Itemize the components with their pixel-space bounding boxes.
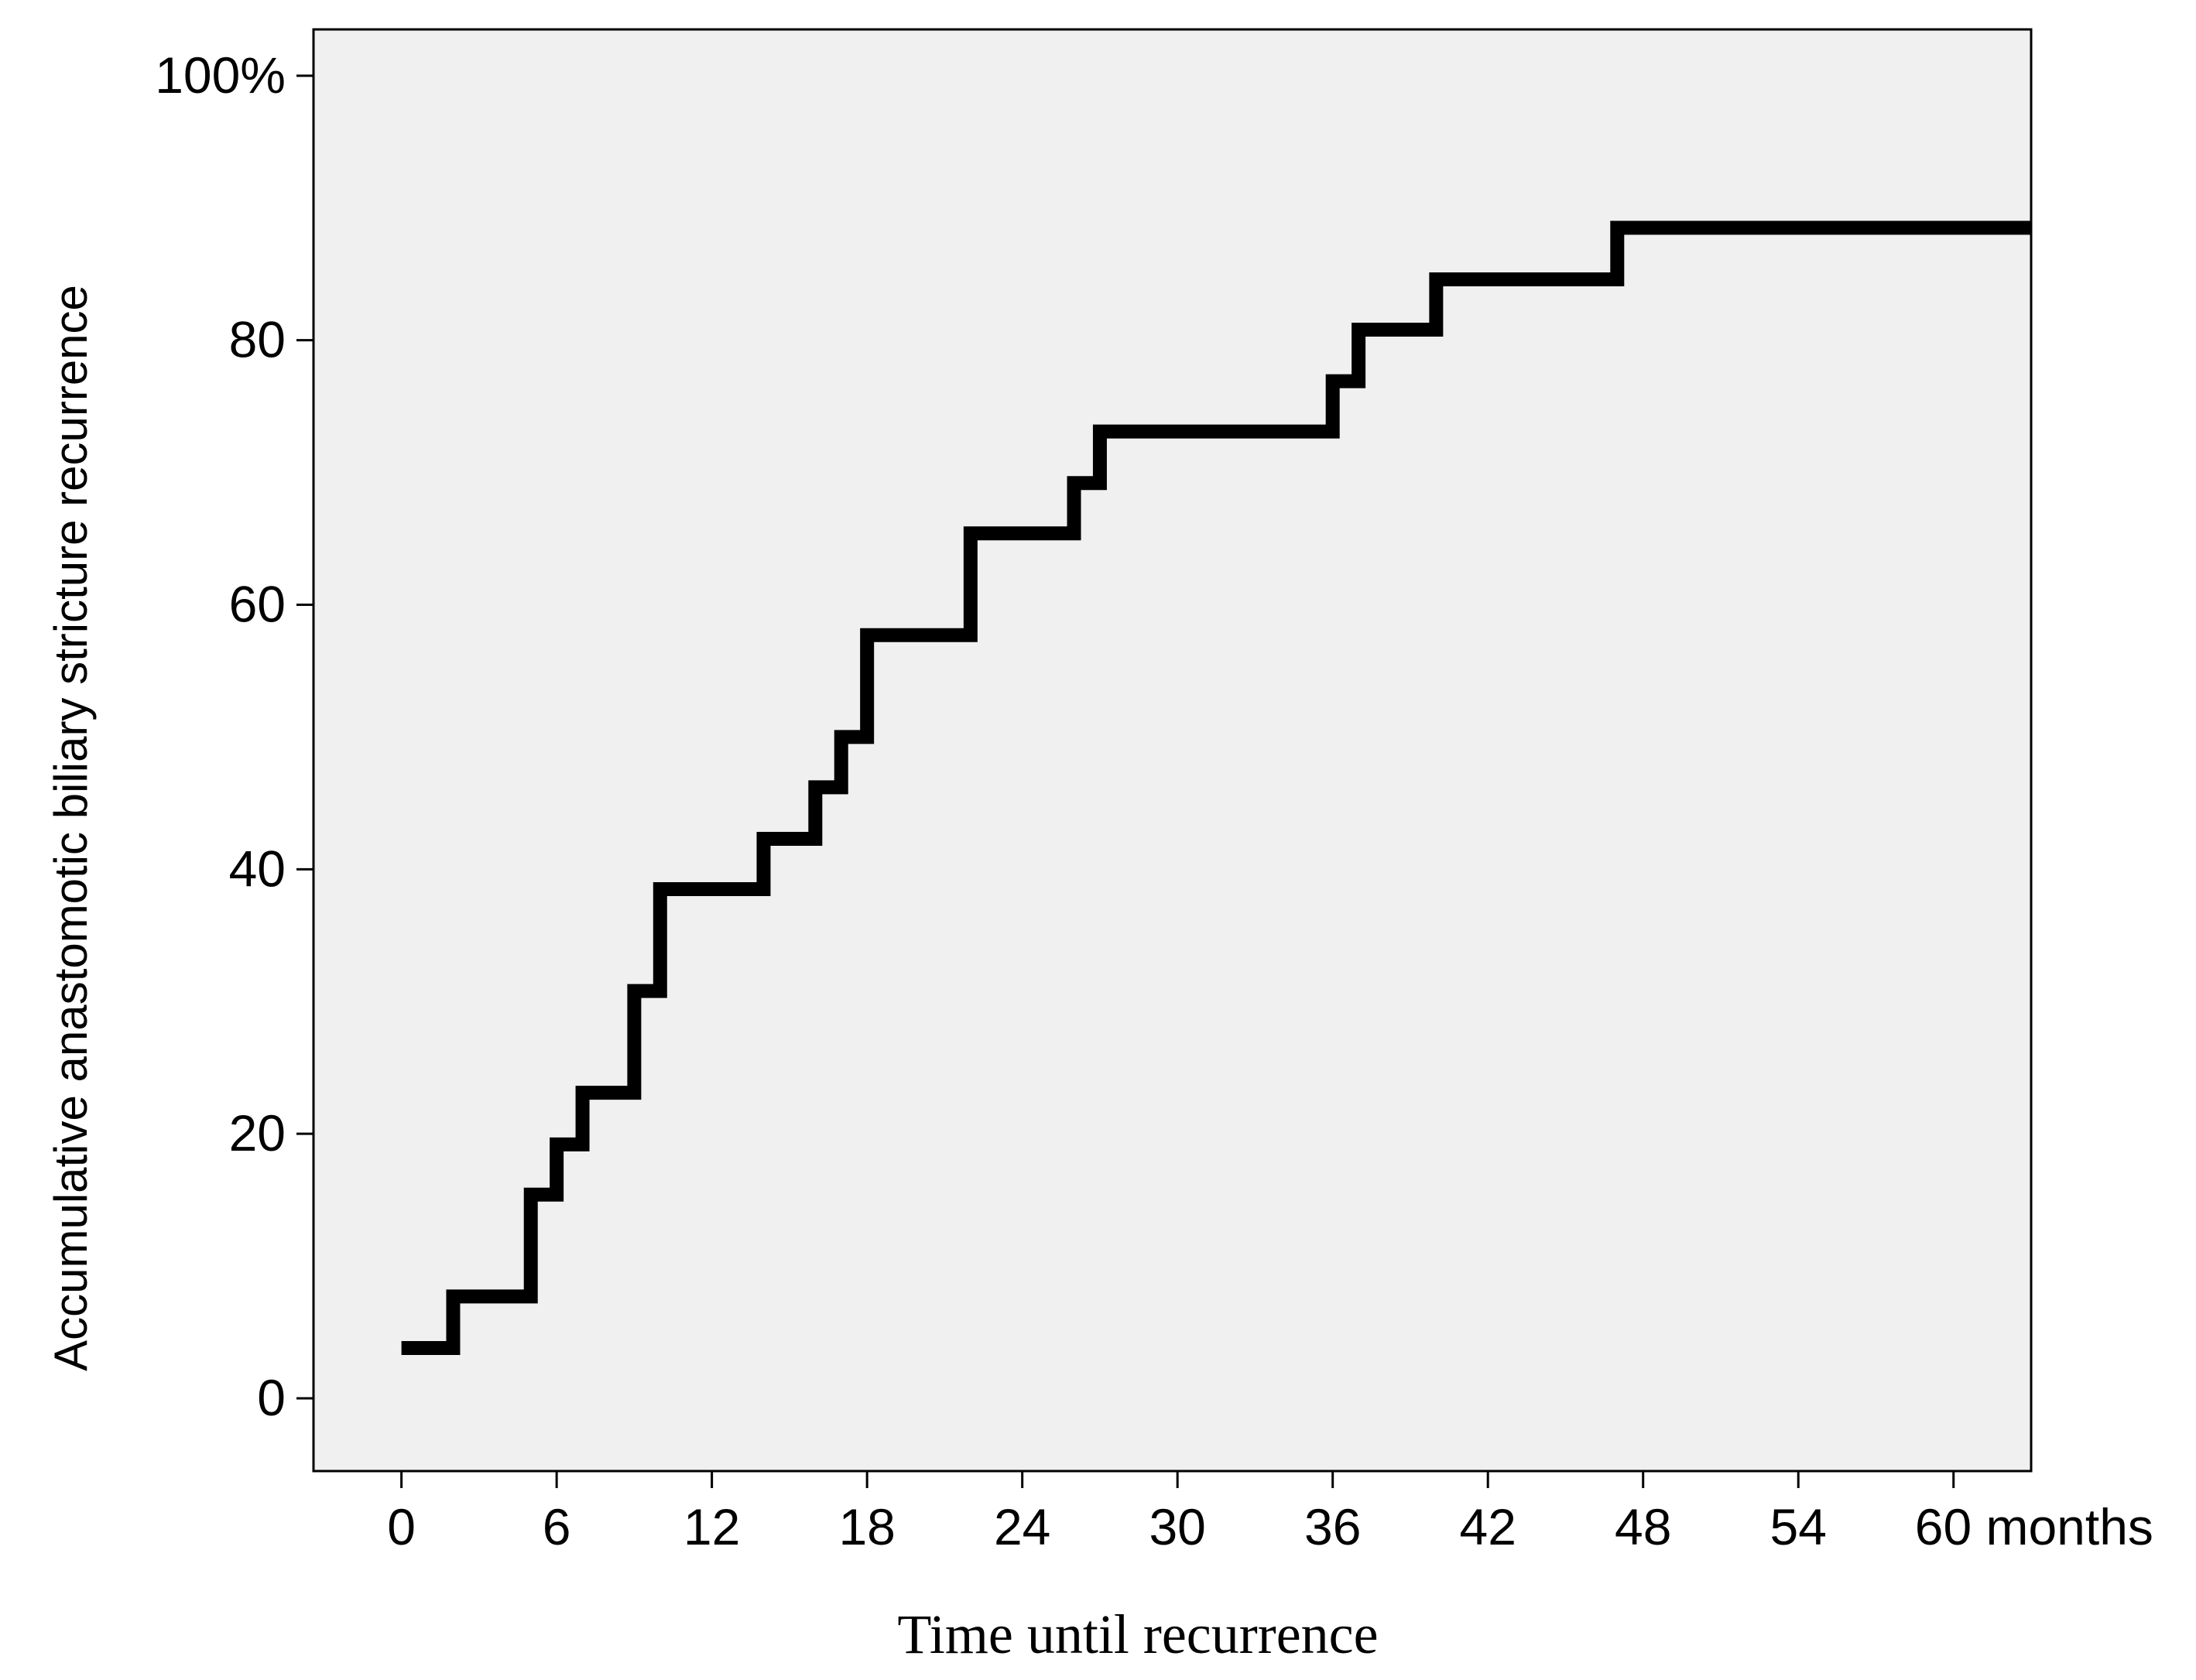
y-tick-label: 40 — [229, 840, 286, 897]
x-tick-label: 54 — [1770, 1498, 1827, 1555]
x-tick-label: 30 — [1149, 1498, 1205, 1555]
y-tick-label: 100% — [155, 46, 286, 104]
y-tick-label: 60 — [229, 575, 286, 632]
x-tick-label: 48 — [1615, 1498, 1671, 1555]
y-axis: 0 20 40 60 80 100% — [155, 46, 313, 1426]
x-tick-label: 24 — [994, 1498, 1050, 1555]
plot-area — [312, 28, 2033, 1473]
y-axis-label: Accumulative anastomotic biliary strictu… — [45, 285, 97, 1371]
x-tick-label: 6 — [543, 1498, 571, 1555]
y-tick-label: 0 — [257, 1369, 286, 1426]
x-axis: 0 6 12 18 24 30 36 42 48 54 60 months — [387, 1471, 2153, 1555]
x-tick-label: 12 — [683, 1498, 740, 1555]
x-tick-label: 60 months — [1915, 1498, 2153, 1555]
y-tick-label: 80 — [229, 311, 286, 368]
x-axis-label: Time until recurrence — [897, 1603, 1378, 1665]
x-tick-label: 18 — [838, 1498, 895, 1555]
x-tick-label: 42 — [1459, 1498, 1516, 1555]
y-tick-label: 20 — [229, 1104, 286, 1162]
x-tick-label: 0 — [387, 1498, 416, 1555]
x-tick-label: 36 — [1304, 1498, 1361, 1555]
cumulative-recurrence-step-line — [401, 221, 2031, 1356]
